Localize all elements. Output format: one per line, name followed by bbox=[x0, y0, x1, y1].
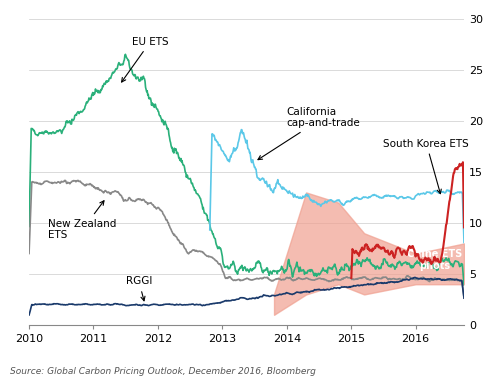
Text: EU ETS: EU ETS bbox=[122, 37, 169, 82]
Text: South Korea ETS: South Korea ETS bbox=[383, 139, 469, 194]
Text: Chine ETS
pilots: Chine ETS pilots bbox=[407, 249, 463, 271]
Text: California
cap-and-trade: California cap-and-trade bbox=[258, 107, 361, 160]
Text: Source: Global Carbon Pricing Outlook, December 2016, Bloomberg: Source: Global Carbon Pricing Outlook, D… bbox=[10, 367, 316, 376]
Text: New Zealand
ETS: New Zealand ETS bbox=[48, 201, 117, 240]
Text: RGGI: RGGI bbox=[125, 276, 152, 301]
